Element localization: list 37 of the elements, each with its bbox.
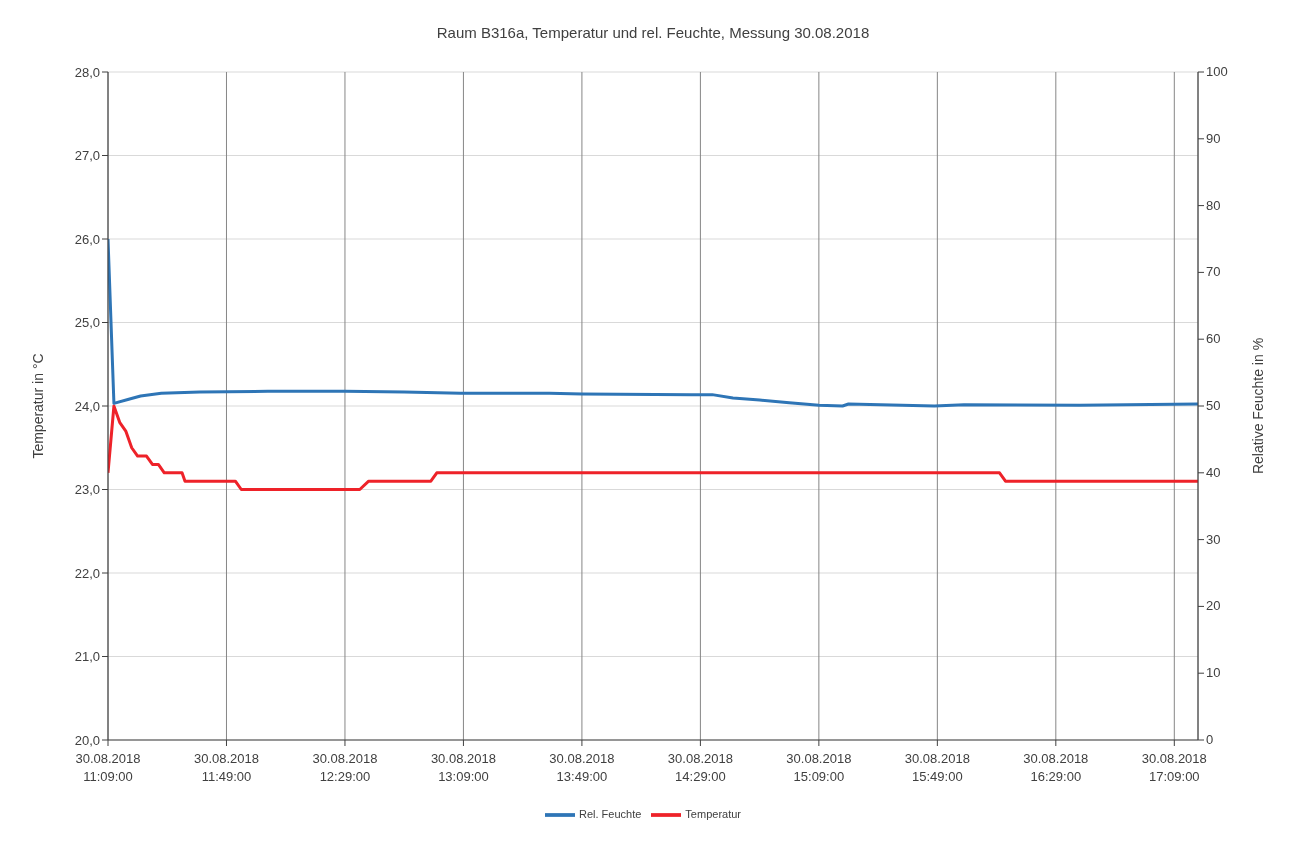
- y2-tick-label: 80: [1206, 197, 1221, 213]
- chart-title: Raum B316a, Temperatur und rel. Feuchte, Messung 30.08.2018: [435, 23, 871, 43]
- y2-tick-label: 100: [1206, 64, 1228, 79]
- y2-tick-label: 20: [1206, 598, 1221, 614]
- legend-label: Temperatur: [685, 807, 741, 820]
- x-tick-label: 30.08.2018 17:09:00: [1141, 751, 1207, 784]
- y2-tick-label: 40: [1206, 464, 1221, 480]
- x-tick-label: 30.08.2018 14:29:00: [667, 751, 733, 784]
- x-tick-label: 30.08.2018 11:49:00: [193, 751, 260, 784]
- y2-tick-label: 60: [1206, 331, 1221, 347]
- x-tick-label: 30.08.2018 12:29:00: [312, 751, 378, 784]
- y-tick-label: 22,0: [74, 565, 100, 581]
- y-axis-title: Temperatur in °C: [29, 353, 46, 459]
- y-tick-label: 28,0: [74, 64, 100, 80]
- y2-tick-label: 0: [1206, 732, 1214, 747]
- y2-tick-label: 90: [1206, 130, 1221, 146]
- y-tick-label: 25,0: [74, 315, 100, 331]
- y2-tick-label: 30: [1206, 531, 1221, 547]
- x-tick-label: 30.08.2018 15:49:00: [904, 751, 970, 784]
- y-tick-label: 24,0: [74, 398, 100, 414]
- y-tick-label: 20,0: [74, 732, 100, 748]
- y-tick-label: 21,0: [74, 649, 100, 665]
- line-series: [108, 237, 1198, 408]
- y-tick-label: 26,0: [74, 231, 100, 247]
- legend-label: Rel. Feuchte: [578, 807, 642, 820]
- x-tick-label: 30.08.2018 13:09:00: [430, 751, 496, 784]
- line-series: [108, 404, 1198, 491]
- x-tick-label: 30.08.2018 13:49:00: [549, 751, 615, 784]
- y2-tick-label: 10: [1206, 665, 1221, 681]
- x-tick-label: 30.08.2018 11:09:00: [75, 751, 141, 784]
- x-tick-label: 30.08.2018 16:29:00: [1023, 751, 1089, 784]
- x-tick-label: 30.08.2018 15:09:00: [786, 751, 852, 784]
- y-tick-label: 23,0: [74, 482, 100, 498]
- y2-tick-label: 70: [1206, 264, 1221, 280]
- y2-tick-label: 50: [1206, 398, 1221, 413]
- y-tick-label: 27,0: [74, 148, 100, 164]
- y2-axis-title: Relative Feuchte in %: [1249, 337, 1266, 475]
